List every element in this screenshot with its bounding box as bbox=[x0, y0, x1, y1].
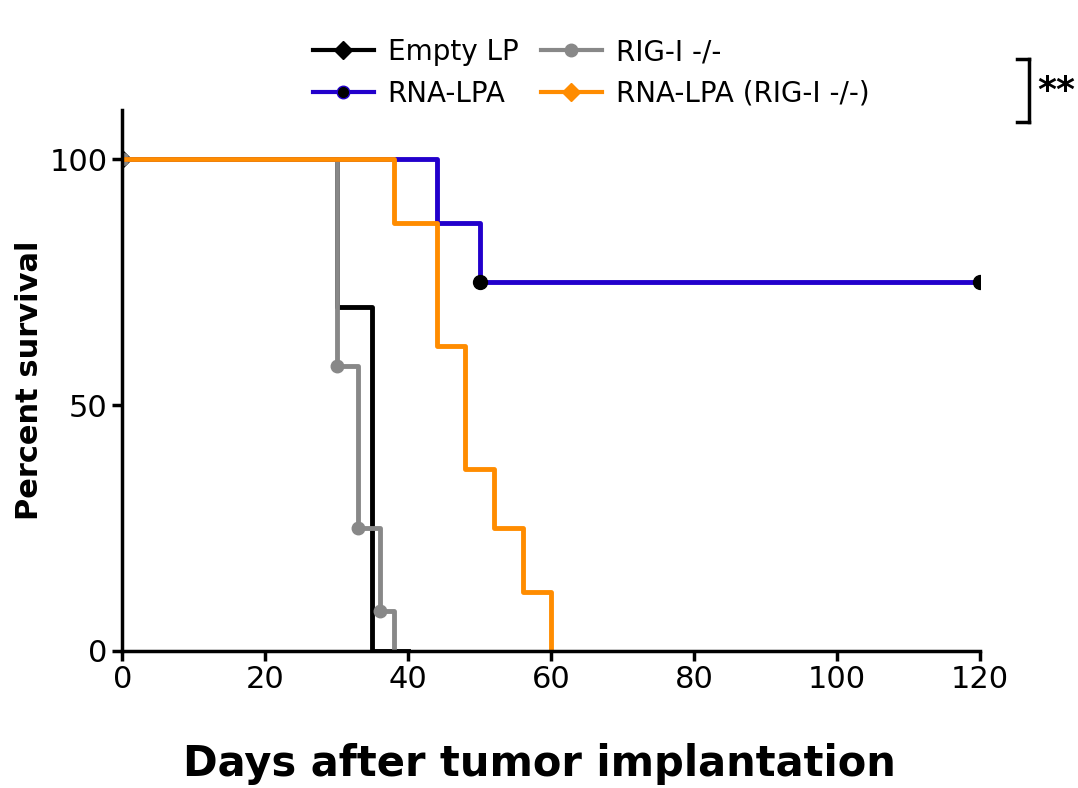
Text: **: ** bbox=[1037, 73, 1076, 108]
Text: Days after tumor implantation: Days after tumor implantation bbox=[182, 743, 896, 786]
Legend: Empty LP, RNA-LPA, RIG-I -/-, RNA-LPA (RIG-I -/-): Empty LP, RNA-LPA, RIG-I -/-, RNA-LPA (R… bbox=[302, 27, 881, 119]
Y-axis label: Percent survival: Percent survival bbox=[15, 240, 44, 520]
